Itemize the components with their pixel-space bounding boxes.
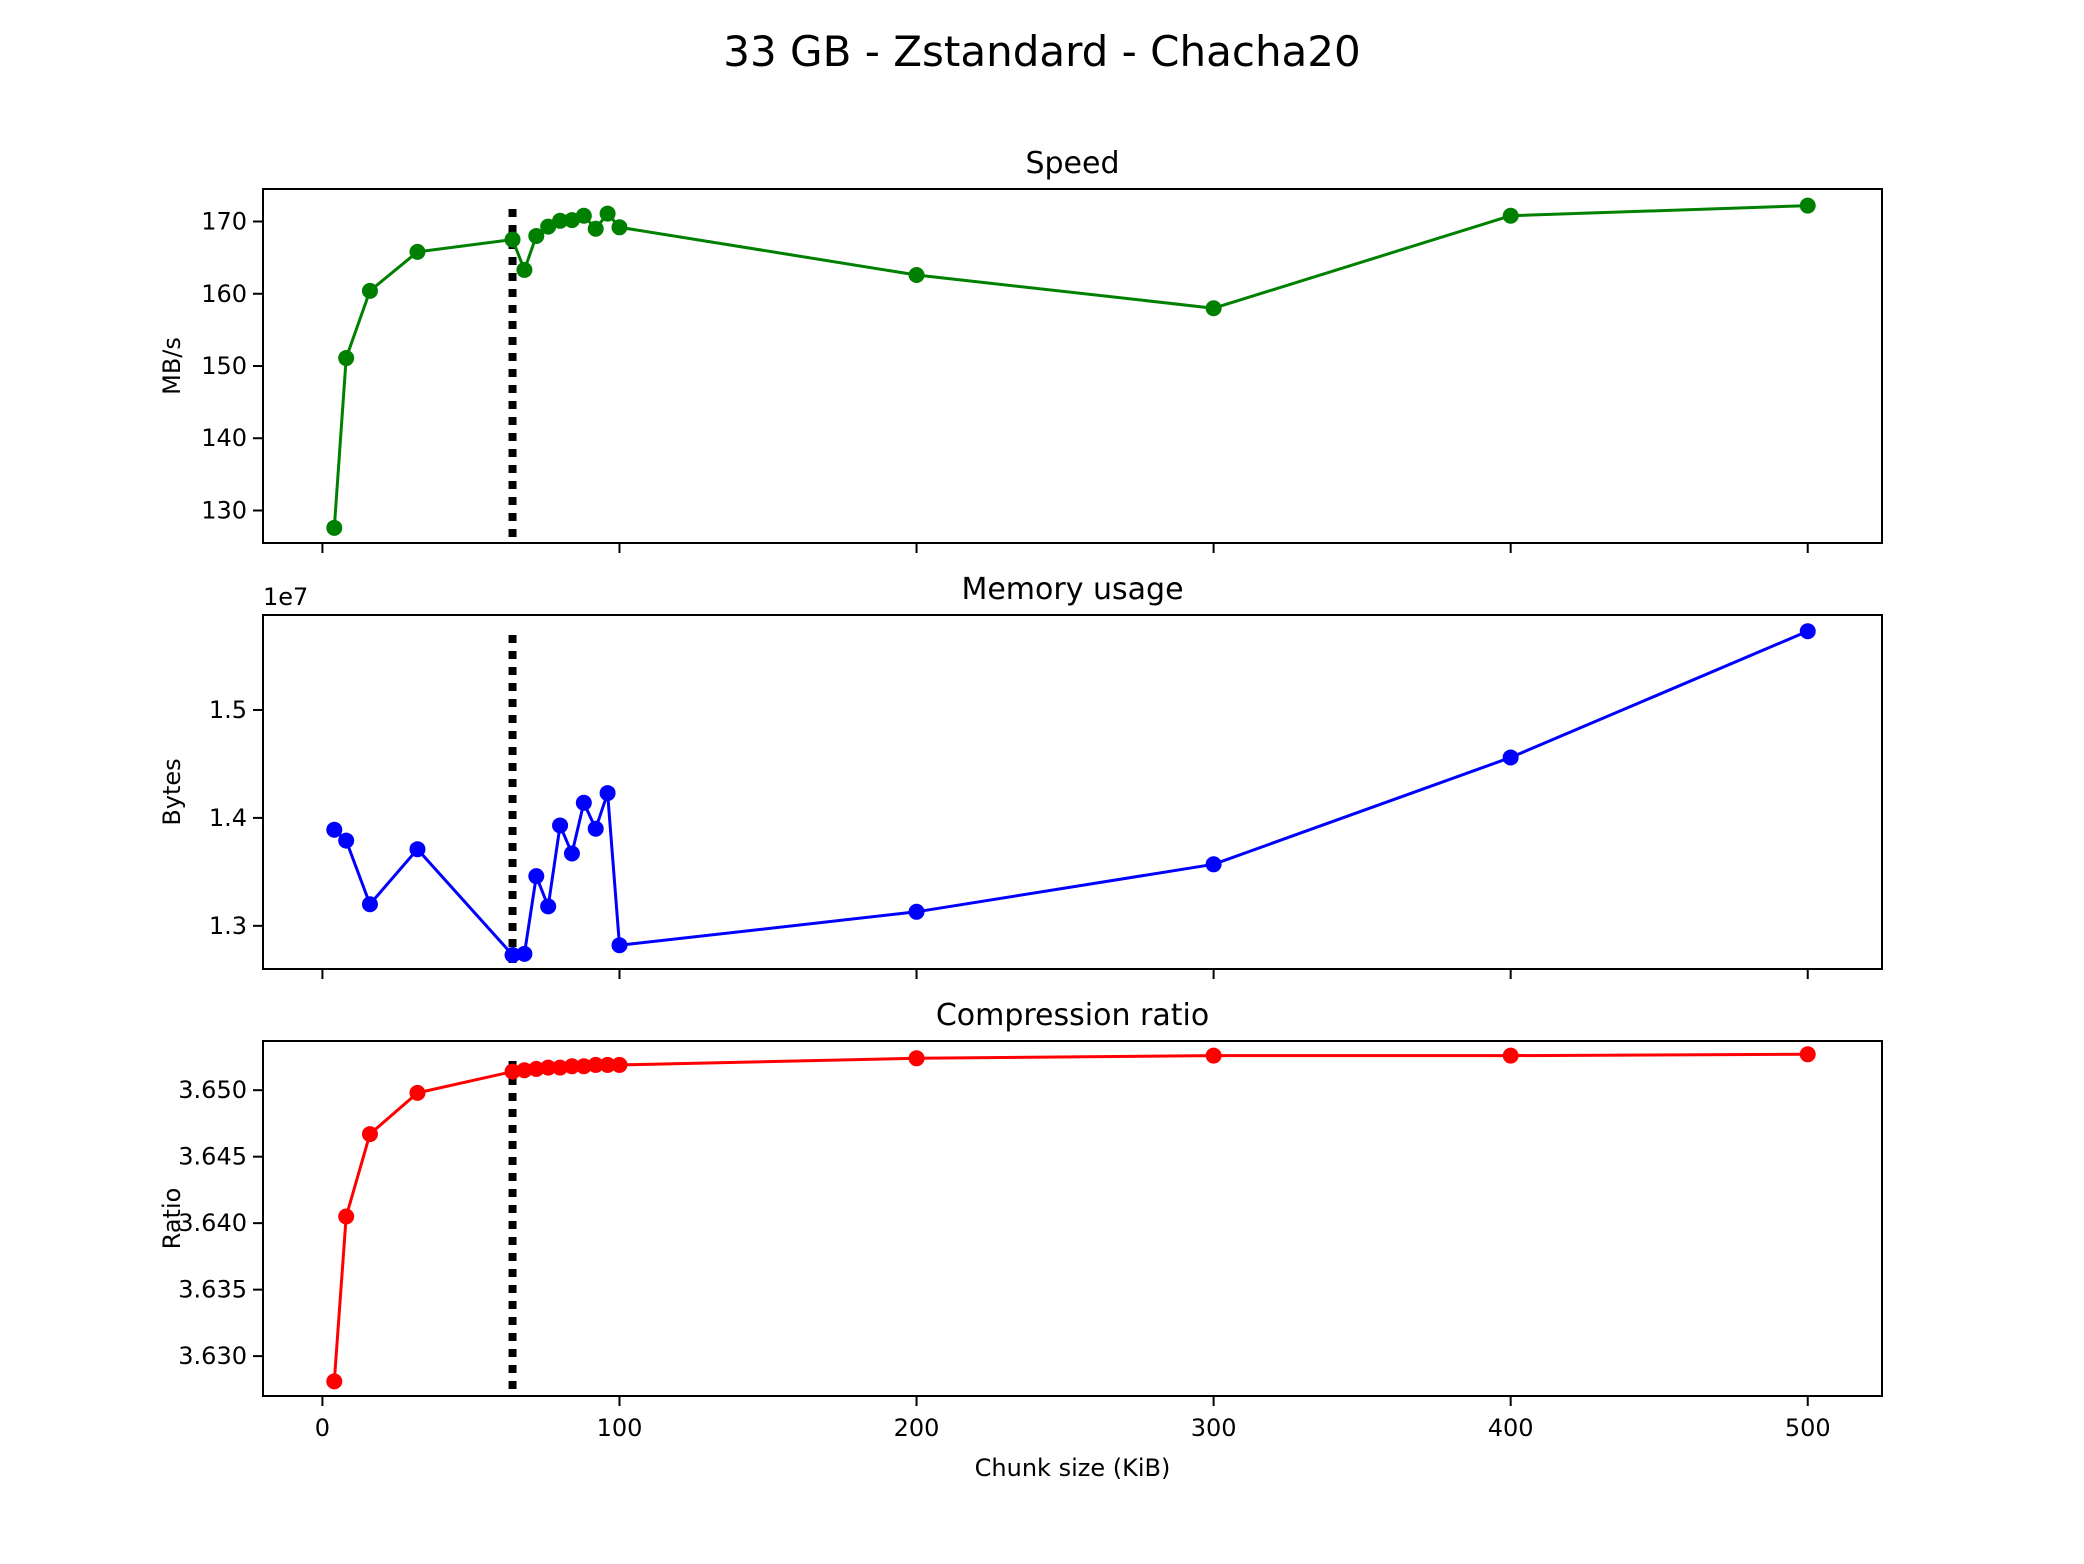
ratio-x-tick-label: 100 — [597, 1414, 643, 1442]
speed-data-point — [599, 205, 616, 222]
ratio-x-axis-label: Chunk size (KiB) — [975, 1454, 1171, 1482]
memory-data-point — [504, 946, 521, 963]
ratio-subplot: Compression ratio 3.630 3.635 3.640 3.645 3.6… — [158, 998, 1883, 1482]
memory-data-point — [361, 896, 378, 913]
speed-y-tick-label: 130 — [201, 496, 247, 524]
ratio-data-point — [587, 1056, 604, 1073]
speed-data-point — [528, 227, 545, 244]
memory-y-axis-label: Bytes — [158, 758, 186, 825]
speed-data-point — [1502, 207, 1519, 224]
speed-data-point — [326, 519, 343, 536]
ratio-x-tick-label: 0 — [315, 1414, 330, 1442]
memory-offset-label: 1e7 — [263, 583, 308, 611]
ratio-data-point — [563, 1058, 580, 1075]
memory-data-point — [516, 945, 533, 962]
ratio-data-point — [552, 1059, 569, 1076]
speed-data-point — [908, 266, 925, 283]
speed-y-tick-label: 150 — [201, 352, 247, 380]
memory-data-point — [1502, 749, 1519, 766]
ratio-data-point — [409, 1084, 426, 1101]
speed-data-point — [338, 350, 355, 367]
ratio-data-point — [326, 1373, 343, 1390]
memory-y-tick-label: 1.3 — [209, 912, 247, 940]
memory-data-point — [528, 868, 545, 885]
ratio-x-tick-label: 500 — [1785, 1414, 1831, 1442]
ratio-data-point — [611, 1056, 628, 1073]
speed-title: Speed — [1025, 146, 1119, 181]
memory-data-point — [563, 845, 580, 862]
ratio-y-tick-label: 3.640 — [178, 1209, 247, 1237]
speed-data-point — [552, 212, 569, 229]
speed-data-point — [587, 220, 604, 237]
ratio-x-tick-label: 400 — [1488, 1414, 1534, 1442]
ratio-x-tick-label: 300 — [1191, 1414, 1237, 1442]
memory-data-point — [587, 820, 604, 837]
ratio-y-tick-label: 3.635 — [178, 1276, 247, 1304]
memory-data-point — [908, 903, 925, 920]
ratio-data-point — [338, 1208, 355, 1225]
memory-data-point — [326, 821, 343, 838]
ratio-y-tick-label: 3.650 — [178, 1076, 247, 1104]
ratio-series-line — [332, 1052, 1808, 1382]
memory-y-tick-label: 1.5 — [209, 696, 247, 724]
memory-data-point — [1799, 623, 1816, 640]
memory-data-point — [552, 817, 569, 834]
memory-data-point — [409, 841, 426, 858]
speed-data-point — [516, 261, 533, 278]
memory-subplot: Memory usage 1.3 1.4 1.5 1e7 Bytes — [158, 572, 1883, 979]
ratio-data-point — [1502, 1047, 1519, 1064]
ratio-x-tick-label: 200 — [894, 1414, 940, 1442]
speed-data-point — [1205, 300, 1222, 317]
speed-data-point — [361, 282, 378, 299]
figure-title: 33 GB - Zstandard - Chacha20 — [723, 27, 1361, 76]
memory-data-point — [540, 898, 557, 915]
ratio-data-point — [908, 1050, 925, 1067]
ratio-data-point — [361, 1126, 378, 1143]
ratio-data-point — [504, 1063, 521, 1080]
ratio-data-point — [599, 1056, 616, 1073]
memory-data-point — [1205, 856, 1222, 873]
speed-data-point — [575, 207, 592, 224]
speed-data-point — [409, 243, 426, 260]
memory-plot-frame — [262, 614, 1883, 970]
memory-series-line — [333, 629, 1809, 957]
speed-series-line — [332, 204, 1808, 528]
speed-y-axis-label: MB/s — [158, 337, 186, 395]
memory-data-point — [599, 785, 616, 802]
speed-data-point — [540, 218, 557, 235]
ratio-y-axis-label: Ratio — [158, 1188, 186, 1250]
ratio-data-point — [1205, 1047, 1222, 1064]
speed-y-tick-label: 160 — [201, 280, 247, 308]
speed-y-tick-label: 140 — [201, 424, 247, 452]
ratio-plot-frame — [262, 1040, 1883, 1397]
speed-y-tick-label: 170 — [201, 208, 247, 236]
speed-data-point — [1799, 197, 1816, 214]
ratio-title: Compression ratio — [936, 998, 1209, 1033]
ratio-data-point — [1799, 1046, 1816, 1063]
ratio-y-tick-label: 3.630 — [178, 1342, 247, 1370]
memory-title: Memory usage — [961, 572, 1183, 607]
ratio-y-tick-label: 3.645 — [178, 1143, 247, 1171]
memory-data-point — [575, 794, 592, 811]
memory-y-tick-label: 1.4 — [209, 804, 247, 832]
memory-data-point — [338, 832, 355, 849]
memory-data-point — [611, 937, 628, 954]
speed-data-point — [504, 231, 521, 248]
ratio-data-point — [575, 1058, 592, 1075]
ratio-data-point — [516, 1062, 533, 1079]
ratio-data-point — [540, 1059, 557, 1076]
speed-subplot: Speed 130 140 150 160 170 MB/s — [158, 146, 1883, 553]
ratio-data-point — [528, 1060, 545, 1077]
speed-data-point — [611, 219, 628, 236]
subplots: Speed 130 140 150 160 170 MB/s Memory usage 1.3 1… — [158, 146, 1883, 1482]
